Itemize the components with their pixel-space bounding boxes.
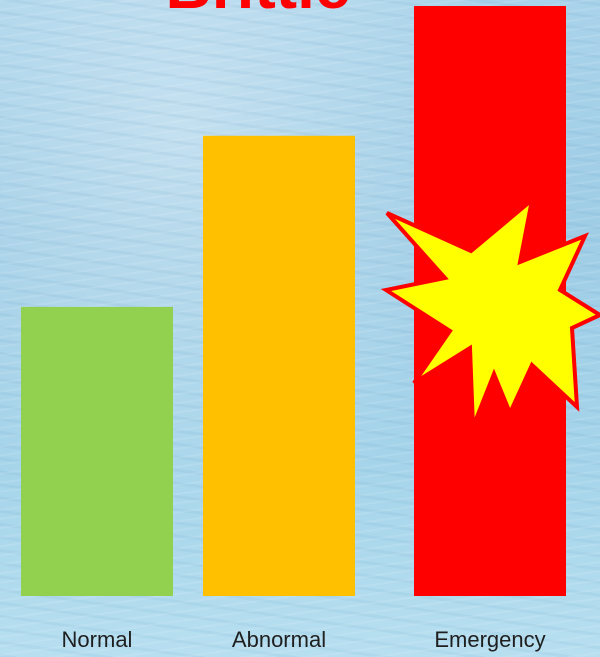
category-labels: Normal Abnormal Emergency: [62, 627, 546, 652]
category-label-emergency: Emergency: [434, 627, 545, 652]
category-label-normal: Normal: [62, 627, 133, 652]
bar-abnormal: [203, 135, 355, 597]
chart-title: Brittle: [166, 0, 351, 22]
category-label-abnormal: Abnormal: [232, 627, 326, 652]
explosion-burst-icon: [380, 194, 600, 428]
bar-normal: [21, 306, 173, 596]
